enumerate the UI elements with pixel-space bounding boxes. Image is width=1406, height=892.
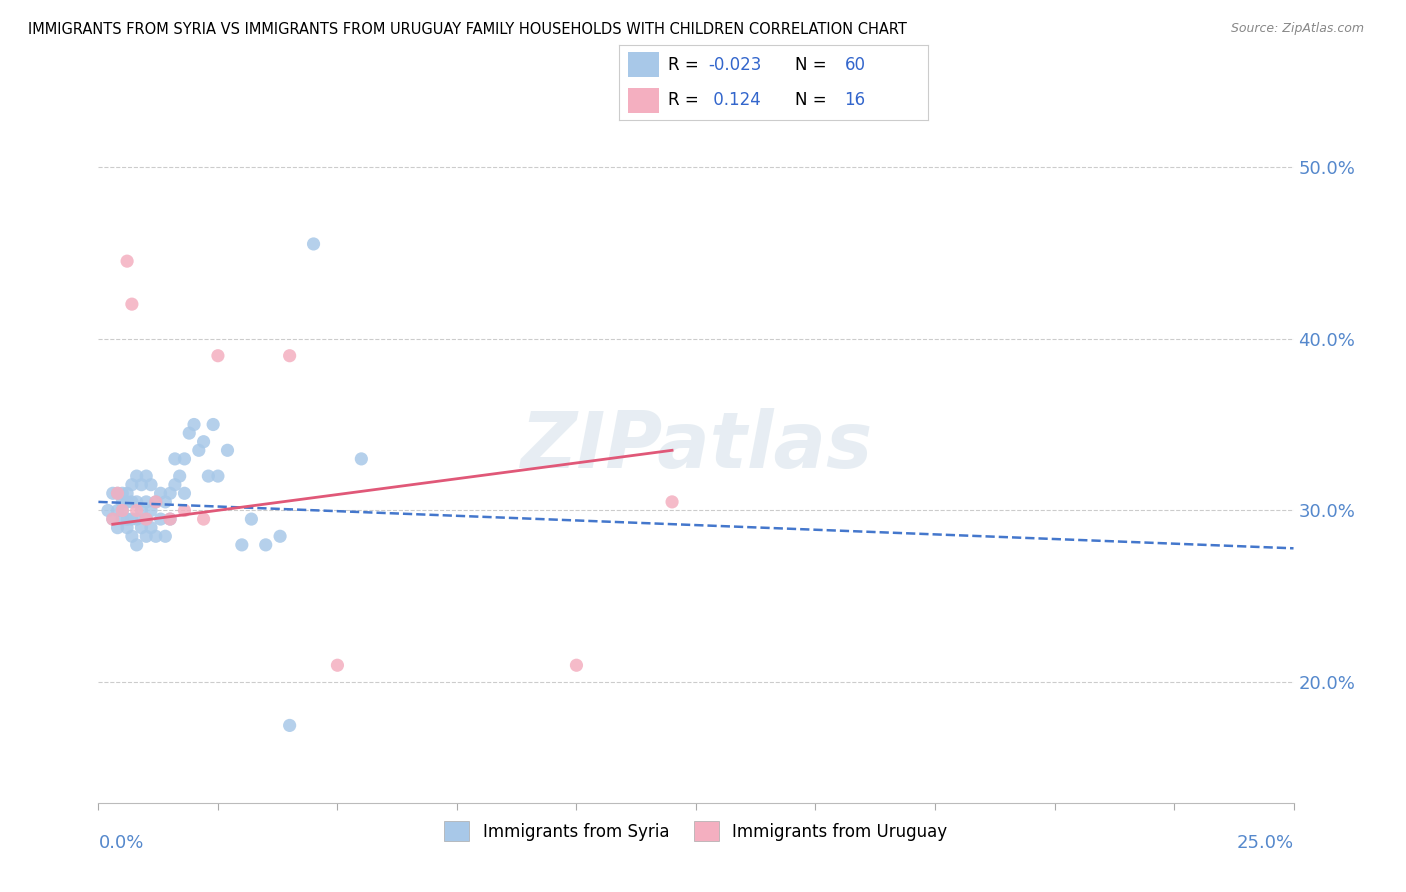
Point: [107, 486, 129, 500]
Point: [145, 529, 167, 543]
Point: [207, 349, 229, 363]
Point: [173, 486, 195, 500]
Point: [121, 477, 143, 491]
Text: IMMIGRANTS FROM SYRIA VS IMMIGRANTS FROM URUGUAY FAMILY HOUSEHOLDS WITH CHILDREN: IMMIGRANTS FROM SYRIA VS IMMIGRANTS FROM…: [28, 22, 907, 37]
Point: [135, 529, 157, 543]
Text: ZIPatlas: ZIPatlas: [520, 408, 872, 484]
Point: [183, 417, 205, 432]
Point: [155, 495, 177, 509]
Point: [326, 658, 349, 673]
Point: [231, 538, 253, 552]
Point: [107, 521, 129, 535]
Text: Source: ZipAtlas.com: Source: ZipAtlas.com: [1230, 22, 1364, 36]
Point: [187, 443, 209, 458]
Legend: Immigrants from Syria, Immigrants from Uruguay: Immigrants from Syria, Immigrants from U…: [437, 814, 955, 848]
Point: [173, 451, 195, 466]
Point: [125, 512, 148, 526]
Point: [101, 486, 124, 500]
Point: [111, 486, 134, 500]
Point: [121, 495, 143, 509]
Point: [240, 512, 263, 526]
Point: [125, 469, 148, 483]
Point: [565, 658, 588, 673]
Bar: [628, 87, 659, 112]
Point: [121, 512, 143, 526]
Point: [111, 495, 134, 509]
Point: [159, 512, 181, 526]
Text: N =: N =: [794, 56, 832, 74]
Point: [131, 477, 153, 491]
Point: [145, 495, 167, 509]
Point: [135, 469, 157, 483]
Point: [159, 486, 181, 500]
Point: [101, 512, 124, 526]
Point: [155, 529, 177, 543]
Point: [197, 469, 219, 483]
Point: [101, 512, 124, 526]
Point: [302, 236, 325, 251]
Point: [125, 538, 148, 552]
Text: 0.0%: 0.0%: [98, 834, 143, 852]
Point: [139, 503, 162, 517]
Point: [139, 521, 162, 535]
Point: [217, 443, 239, 458]
Point: [111, 503, 134, 517]
Point: [169, 469, 191, 483]
Point: [97, 503, 120, 517]
Point: [115, 486, 138, 500]
Point: [149, 512, 172, 526]
Point: [135, 495, 157, 509]
Point: [107, 503, 129, 517]
Point: [115, 521, 138, 535]
Point: [115, 254, 138, 268]
Point: [661, 495, 683, 509]
Point: [121, 529, 143, 543]
Point: [131, 503, 153, 517]
Text: -0.023: -0.023: [709, 56, 762, 74]
Point: [173, 503, 195, 517]
Point: [135, 512, 157, 526]
Point: [135, 512, 157, 526]
Point: [115, 495, 138, 509]
Point: [149, 486, 172, 500]
Point: [163, 477, 186, 491]
Point: [350, 451, 373, 466]
Point: [115, 512, 138, 526]
Point: [145, 495, 167, 509]
Point: [193, 434, 215, 449]
Point: [207, 469, 229, 483]
Text: R =: R =: [668, 56, 704, 74]
Point: [254, 538, 277, 552]
Point: [163, 451, 186, 466]
Point: [107, 486, 129, 500]
Text: 25.0%: 25.0%: [1236, 834, 1294, 852]
Point: [111, 512, 134, 526]
Point: [159, 512, 181, 526]
Point: [278, 349, 301, 363]
Point: [179, 426, 201, 441]
Text: N =: N =: [794, 91, 832, 109]
Text: 60: 60: [845, 56, 866, 74]
Point: [202, 417, 225, 432]
Text: R =: R =: [668, 91, 704, 109]
Point: [125, 495, 148, 509]
Text: 16: 16: [845, 91, 866, 109]
Point: [269, 529, 291, 543]
Bar: [628, 52, 659, 78]
Text: 0.124: 0.124: [709, 91, 761, 109]
Point: [121, 297, 143, 311]
Point: [193, 512, 215, 526]
Point: [278, 718, 301, 732]
Point: [139, 477, 162, 491]
Point: [131, 521, 153, 535]
Point: [125, 503, 148, 517]
Point: [111, 503, 134, 517]
